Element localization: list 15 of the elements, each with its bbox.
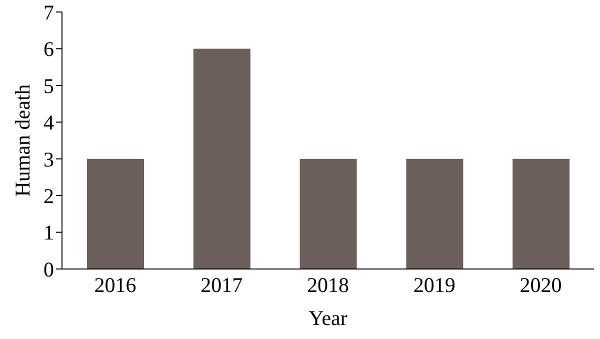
y-tick-label: 5 <box>44 74 54 98</box>
y-tick-label: 6 <box>44 37 54 62</box>
x-axis-title: Year <box>308 306 348 330</box>
y-tick-label: 2 <box>44 184 54 208</box>
x-tick-label: 2019 <box>413 272 456 297</box>
x-tick-label: 2016 <box>94 272 136 297</box>
y-tick-label: 1 <box>44 220 54 245</box>
x-tick-label: 2020 <box>520 272 562 297</box>
y-axis-title: Human death <box>10 84 34 197</box>
y-tick-label: 7 <box>44 0 54 24</box>
y-tick-label: 0 <box>44 257 54 282</box>
x-tick-label: 2018 <box>307 272 349 297</box>
y-tick-label: 3 <box>44 147 54 172</box>
y-tick-label: 4 <box>44 110 54 135</box>
x-tick-label: 2017 <box>200 272 243 297</box>
